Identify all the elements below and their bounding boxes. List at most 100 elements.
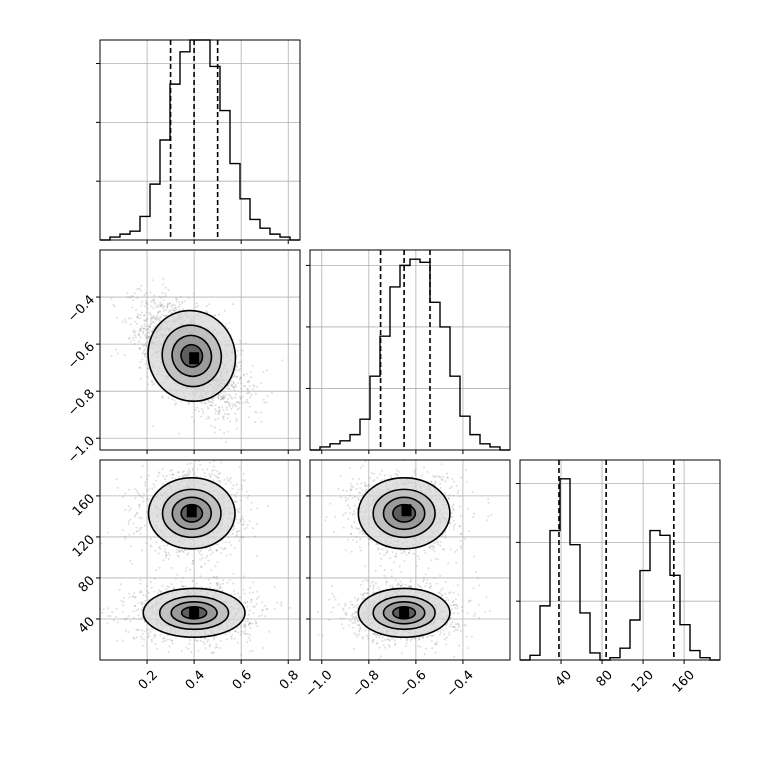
scatter-point — [142, 332, 145, 335]
scatter-point — [244, 401, 247, 404]
scatter-point — [232, 381, 235, 384]
scatter-point — [217, 413, 220, 416]
scatter-point — [168, 553, 171, 556]
scatter-point — [238, 395, 241, 398]
scatter-point — [132, 532, 135, 535]
scatter-point — [134, 336, 137, 339]
scatter-point — [138, 330, 141, 333]
scatter-point — [224, 441, 227, 444]
scatter-point — [252, 527, 255, 530]
scatter-point — [166, 305, 169, 308]
scatter-point — [205, 556, 208, 559]
scatter-point — [150, 314, 153, 317]
scatter-point — [270, 392, 273, 394]
scatter-point — [252, 612, 255, 614]
scatter-point — [181, 300, 184, 303]
scatter-point — [147, 488, 150, 491]
scatter-point — [146, 336, 149, 339]
scatter-point — [246, 497, 249, 500]
scatter-point — [151, 640, 153, 643]
scatter-point — [216, 575, 218, 578]
scatter-point — [161, 395, 164, 398]
scatter-point — [107, 607, 109, 610]
scatter-point — [243, 374, 246, 377]
scatter-point — [138, 334, 141, 337]
scatter-point — [206, 640, 209, 643]
scatter-point — [246, 641, 249, 643]
scatter-point — [242, 523, 245, 526]
scatter-point — [145, 292, 148, 295]
scatter-point — [242, 472, 245, 475]
scatter-point — [164, 286, 167, 289]
scatter-point — [141, 496, 144, 499]
scatter-point — [155, 318, 158, 321]
scatter-point — [145, 329, 148, 332]
scatter-point — [157, 305, 160, 308]
scatter-point — [140, 304, 143, 307]
scatter-point — [139, 582, 142, 585]
scatter-point — [196, 406, 199, 409]
scatter-point — [129, 560, 132, 562]
scatter-point — [230, 637, 233, 640]
scatter-point — [182, 308, 184, 311]
scatter-point — [161, 584, 164, 587]
scatter-point — [190, 415, 193, 418]
scatter-point — [140, 325, 143, 328]
scatter-point — [143, 319, 146, 322]
scatter-point — [174, 306, 177, 309]
scatter-point — [152, 328, 155, 331]
scatter-point — [135, 636, 138, 639]
scatter-point — [237, 401, 240, 403]
scatter-point — [192, 469, 194, 472]
scatter-point — [197, 549, 200, 552]
scatter-point — [127, 337, 130, 340]
scatter-point — [132, 522, 135, 525]
scatter-point — [176, 573, 179, 576]
scatter-point — [139, 317, 142, 320]
scatter-point — [125, 617, 128, 619]
scatter-point — [207, 399, 209, 402]
scatter-point — [140, 476, 143, 479]
scatter-point — [134, 334, 136, 336]
scatter-point — [139, 327, 142, 330]
scatter-point — [153, 294, 156, 297]
scatter-point — [123, 354, 126, 357]
scatter-point — [134, 497, 137, 499]
scatter-point — [128, 488, 131, 491]
scatter-point — [124, 629, 127, 632]
scatter-point — [207, 578, 210, 581]
scatter-point — [190, 651, 193, 654]
scatter-point — [217, 397, 220, 400]
scatter-point — [251, 650, 254, 653]
scatter-point — [100, 542, 103, 545]
scatter-point — [239, 349, 242, 352]
scatter-point — [223, 432, 226, 435]
scatter-point — [142, 344, 144, 347]
scatter-point — [159, 590, 162, 593]
scatter-point — [206, 406, 209, 408]
scatter-point — [151, 380, 154, 383]
scatter-point — [220, 396, 223, 399]
scatter-point — [127, 296, 130, 298]
scatter-point — [145, 344, 148, 347]
scatter-point — [183, 474, 186, 477]
scatter-point — [245, 398, 248, 401]
scatter-point — [234, 493, 236, 496]
scatter-point — [210, 569, 213, 572]
scatter-point — [147, 367, 150, 370]
scatter-point — [143, 353, 146, 355]
scatter-point — [262, 398, 265, 401]
scatter-point — [229, 394, 232, 397]
scatter-point — [176, 298, 179, 301]
scatter-point — [241, 479, 244, 481]
scatter-point — [180, 649, 183, 652]
scatter-point — [195, 302, 198, 305]
scatter-point — [217, 543, 219, 546]
scatter-point — [118, 589, 121, 592]
scatter-point — [222, 396, 225, 399]
scatter-point — [238, 529, 241, 532]
scatter-point — [132, 331, 135, 334]
scatter-point — [243, 528, 246, 530]
